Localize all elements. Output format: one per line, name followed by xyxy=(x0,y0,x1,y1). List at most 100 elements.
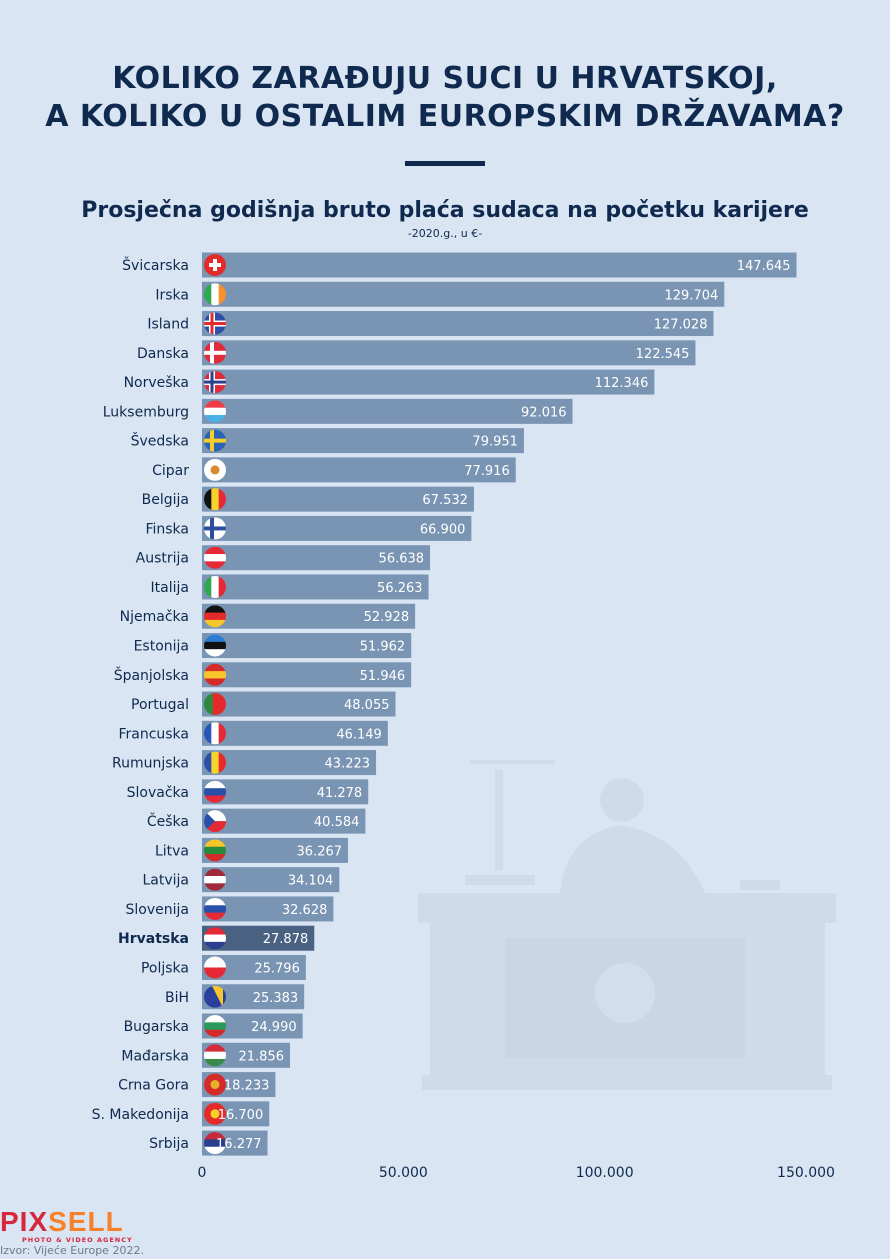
flag-cyprus-icon xyxy=(204,458,226,481)
category-label: Mađarska xyxy=(121,1048,189,1064)
flag-czechia-icon xyxy=(204,810,226,833)
bar-row: Luksemburg 92.016 xyxy=(103,398,573,424)
bar-row: Crna Gora 18.233 xyxy=(118,1072,276,1098)
bar xyxy=(202,457,516,483)
category-label: Slovačka xyxy=(127,785,189,801)
flag-latvia-icon xyxy=(204,868,226,891)
value-label: 66.900 xyxy=(420,522,466,537)
bar-row: Hrvatska 27.878 xyxy=(118,925,315,951)
bar-row: Švedska 79.951 xyxy=(131,428,524,454)
value-label: 122.545 xyxy=(636,347,690,362)
bar-row: S. Makedonija 16.700 xyxy=(92,1101,270,1127)
bar-row: Švicarska 147.645 xyxy=(122,252,797,278)
bar-row: Latvija 34.104 xyxy=(142,867,340,893)
value-label: 56.638 xyxy=(379,552,425,567)
bar xyxy=(202,603,416,629)
category-label: Njemačka xyxy=(120,609,189,625)
bar xyxy=(202,662,412,688)
bar-row: Njemačka 52.928 xyxy=(120,603,416,629)
flag-luxembourg-icon xyxy=(204,400,226,423)
value-label: 32.628 xyxy=(282,903,328,918)
bar xyxy=(202,369,655,395)
bar-row: Norveška 112.346 xyxy=(124,369,655,395)
bar-row: Italija 56.263 xyxy=(151,574,429,600)
bar-row: Austrija 56.638 xyxy=(136,545,431,571)
x-tick-label: 50.000 xyxy=(379,1165,428,1181)
category-label: Irska xyxy=(155,287,189,303)
flag-poland-icon xyxy=(204,956,226,979)
value-label: 18.233 xyxy=(224,1079,270,1094)
value-label: 147.645 xyxy=(737,259,791,274)
value-label: 21.856 xyxy=(239,1049,285,1064)
bar-row: Estonija 51.962 xyxy=(134,633,412,659)
bar-row: Bugarska 24.990 xyxy=(124,1013,303,1039)
category-label: Češka xyxy=(147,812,189,830)
category-label: Latvija xyxy=(142,873,189,889)
category-label: Litva xyxy=(155,843,189,859)
flag-north-macedonia-icon xyxy=(204,1102,226,1125)
value-label: 51.962 xyxy=(360,640,406,655)
flag-spain-icon xyxy=(204,663,226,686)
bar-row: Belgija 67.532 xyxy=(142,486,474,512)
category-label: Slovenija xyxy=(126,902,189,918)
category-label: Bugarska xyxy=(124,1019,189,1035)
bar xyxy=(202,574,429,600)
category-label: Portugal xyxy=(131,697,189,713)
bar xyxy=(202,750,377,776)
bar-row: Francuska 46.149 xyxy=(118,720,388,746)
bar-row: Španjolska 51.946 xyxy=(114,662,412,688)
bar xyxy=(202,252,797,278)
category-label: Poljska xyxy=(141,960,189,976)
value-label: 27.878 xyxy=(263,932,309,947)
bar-row: Mađarska 21.856 xyxy=(121,1042,291,1068)
flag-croatia-icon xyxy=(204,927,226,950)
pixsell-logo: PIXSELL xyxy=(0,1206,124,1237)
logo-tagline: PHOTO & VIDEO AGENCY xyxy=(22,1236,133,1244)
category-label: Island xyxy=(147,317,189,333)
value-label: 77.916 xyxy=(464,464,510,479)
category-label: Hrvatska xyxy=(118,931,189,947)
bar-row: Island 127.028 xyxy=(147,311,714,337)
value-label: 129.704 xyxy=(665,288,719,303)
title-line-2: A KOLIKO U OSTALIM EUROPSKIM DRŽAVAMA? xyxy=(45,99,845,134)
value-label: 52.928 xyxy=(364,610,410,625)
value-label: 127.028 xyxy=(654,318,708,333)
flag-ireland-icon xyxy=(204,283,226,306)
flag-sweden-icon xyxy=(204,429,226,452)
flag-bulgaria-icon xyxy=(204,1015,226,1038)
flag-austria-icon xyxy=(204,546,226,569)
bar xyxy=(202,779,369,805)
value-label: 112.346 xyxy=(595,376,649,391)
value-label: 92.016 xyxy=(521,405,567,420)
bar xyxy=(202,398,573,424)
category-label: Belgija xyxy=(142,492,189,508)
bar xyxy=(202,515,472,541)
flag-hungary-icon xyxy=(204,1044,226,1067)
bar-row: Litva 36.267 xyxy=(155,837,349,863)
value-label: 40.584 xyxy=(314,815,360,830)
bar-row: BiH 25.383 xyxy=(165,984,305,1010)
bar xyxy=(202,633,412,659)
bar-row: Slovenija 32.628 xyxy=(126,896,334,922)
source-note: Izvor: Vijeće Europe 2022. xyxy=(0,1244,144,1257)
x-tick-label: 100.000 xyxy=(576,1165,634,1181)
category-label: Švedska xyxy=(131,432,189,450)
bar xyxy=(202,311,714,337)
value-label: 25.796 xyxy=(254,961,300,976)
value-label: 79.951 xyxy=(472,435,518,450)
value-label: 25.383 xyxy=(253,991,299,1006)
bar-row: Finska 66.900 xyxy=(145,515,472,541)
value-label: 41.278 xyxy=(317,786,363,801)
category-label: Francuska xyxy=(118,726,189,742)
bar-row: Danska 122.545 xyxy=(137,340,696,366)
flag-lithuania-icon xyxy=(204,839,226,862)
bar-chart: Švicarska 147.645 Irska 129.704 Island 127.02… xyxy=(92,252,836,1181)
flag-denmark-icon xyxy=(204,341,226,364)
category-label: S. Makedonija xyxy=(92,1107,189,1123)
bar xyxy=(202,545,431,571)
bar xyxy=(202,837,349,863)
category-label: Danska xyxy=(137,346,189,362)
value-label: 43.223 xyxy=(325,757,371,772)
bar xyxy=(202,428,524,454)
bar xyxy=(202,340,696,366)
